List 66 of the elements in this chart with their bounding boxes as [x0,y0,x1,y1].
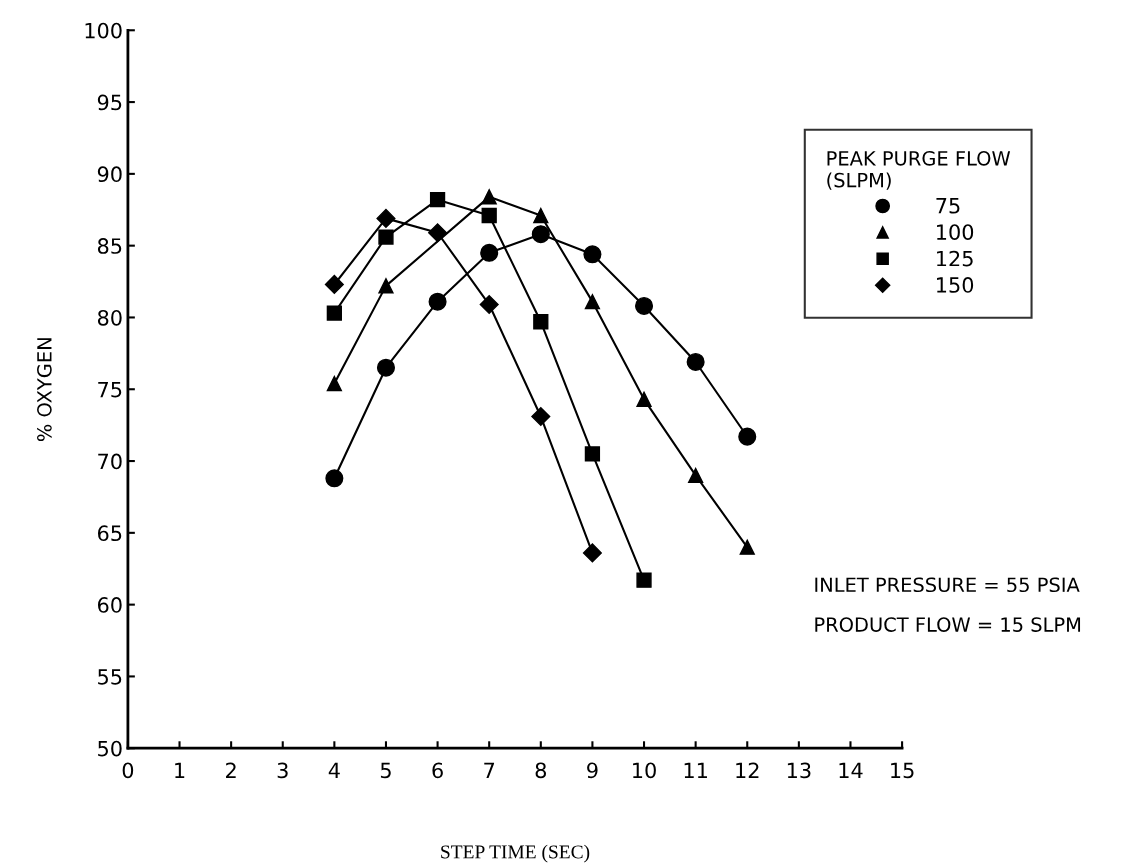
y-tick-label: 75 [98,381,122,398]
x-tick-label: 0 [122,762,134,779]
legend-label: 150 [937,277,974,293]
point [636,391,652,407]
legend-label: 125 [937,250,973,267]
point [688,467,704,484]
x-tick-label: 5 [380,762,391,779]
point [376,208,396,228]
y-tick-label: 70 [98,453,122,470]
point [326,375,342,392]
point [378,278,394,294]
x-tick-label: 2 [226,762,236,778]
x-axis-title: STEP TIME (SEC) [441,844,590,863]
point [634,296,654,315]
point [531,225,550,244]
point [584,294,601,310]
y-tick-label: 80 [97,309,122,326]
y-tick-label: 95 [97,94,122,111]
x-tick-label: 9 [587,762,598,779]
point [481,189,497,205]
x-tick-label: 6 [432,762,443,779]
point [583,245,602,264]
point [739,539,755,555]
y-tick-label: 50 [98,740,122,757]
y-tick-label: 90 [97,166,122,183]
point [738,427,757,446]
x-tick-label: 7 [484,762,495,778]
y-axis-title: % OXYGEN [37,338,52,442]
x-tick-label: 8 [535,762,547,779]
y-tick-label: 100 [85,22,122,39]
x-tick-label: 11 [684,762,707,778]
point [378,229,394,245]
legend-label: 100 [937,224,974,240]
x-tick-label: 3 [277,762,288,779]
x-tick-label: 13 [787,762,811,779]
point [584,446,601,462]
y-tick-label: 60 [97,597,122,613]
x-tick-label: 15 [891,762,914,779]
x-tick-label: 12 [736,762,759,778]
point [428,292,447,311]
x-tick-label: 10 [633,762,656,779]
legend-label: 75 [936,198,960,214]
legend-title: PEAK PURGE FLOW (SLPM) [827,150,1011,190]
point [531,406,551,427]
point [480,243,499,262]
annotation: INLET PRESSURE = 55 PSIA [815,577,1080,593]
point [533,207,549,224]
annotation: PRODUCT FLOW = 15 SLPM [815,617,1081,632]
point [533,314,549,330]
y-tick-label: 55 [98,669,122,685]
y-tick-label: 65 [97,525,122,542]
point [481,207,497,224]
x-tick-label: 14 [839,762,863,778]
point [582,543,602,563]
x-tick-label: 4 [328,762,340,778]
point [686,352,705,371]
point [326,305,342,321]
point [429,192,446,208]
point [479,294,499,315]
point [376,358,395,377]
y-tick-label: 85 [97,238,122,254]
point [636,572,652,588]
point [324,274,344,294]
x-tick-label: 1 [175,762,185,778]
point [325,469,344,488]
point [428,223,448,243]
